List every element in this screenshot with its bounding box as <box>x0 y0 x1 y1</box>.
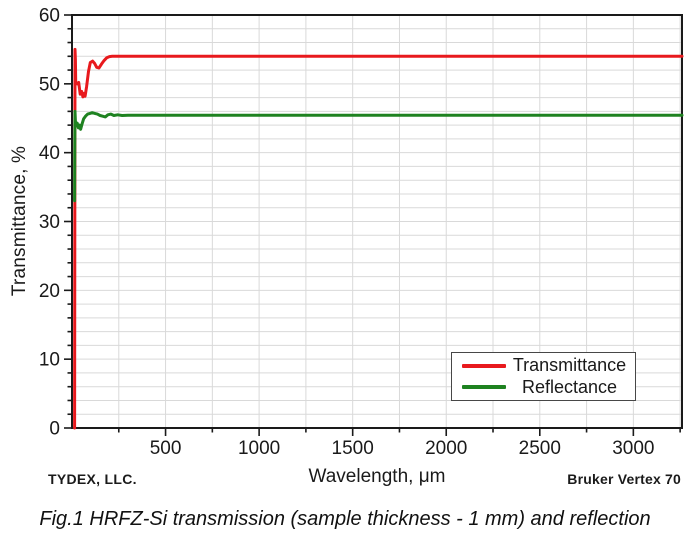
reflectance-line-swatch <box>462 385 506 390</box>
y-tick-label: 50 <box>39 74 60 95</box>
legend-item-transmittance: Transmittance <box>462 355 627 376</box>
y-tick-label: 0 <box>49 419 60 440</box>
y-axis-title: Transmittance, % <box>9 145 30 297</box>
x-tick-label: 500 <box>150 438 182 459</box>
legend: Transmittance Reflectance <box>451 352 636 401</box>
transmittance-line-swatch <box>462 363 506 368</box>
y-tick-label: 10 <box>39 350 60 371</box>
x-tick-label: 2000 <box>425 438 467 459</box>
x-tick-label: 3000 <box>612 438 654 459</box>
vendor-credit: TYDEX, LLC. <box>48 471 137 487</box>
y-tick-label: 20 <box>39 281 60 302</box>
transmittance-curve <box>73 47 684 430</box>
legend-label-reflectance: Reflectance <box>521 376 618 397</box>
y-tick-label: 40 <box>39 143 60 164</box>
legend-item-reflectance: Reflectance <box>462 377 627 398</box>
chart: 500 1000 1500 2000 2500 3000 0 10 20 30 40 50 60 Tra… <box>9 6 684 487</box>
y-tick-label: 60 <box>39 6 60 27</box>
reflectance-curve <box>73 109 684 203</box>
plot-frame <box>71 14 683 429</box>
instrument-credit: Bruker Vertex 70 <box>567 471 681 487</box>
legend-label-transmittance: Transmittance <box>512 355 627 376</box>
x-tick-label: 1500 <box>332 438 374 459</box>
x-tick-label: 1000 <box>238 438 280 459</box>
plot-svg: 500 1000 1500 2000 2500 3000 0 10 20 30 40 50 60 <box>39 6 684 459</box>
x-tick-label: 2500 <box>519 438 561 459</box>
x-axis-title: Wavelength, μm <box>308 466 446 487</box>
y-tick-label: 30 <box>39 212 60 233</box>
figure-caption: Fig.1 HRFZ-Si transmission (sample thick… <box>39 508 651 530</box>
